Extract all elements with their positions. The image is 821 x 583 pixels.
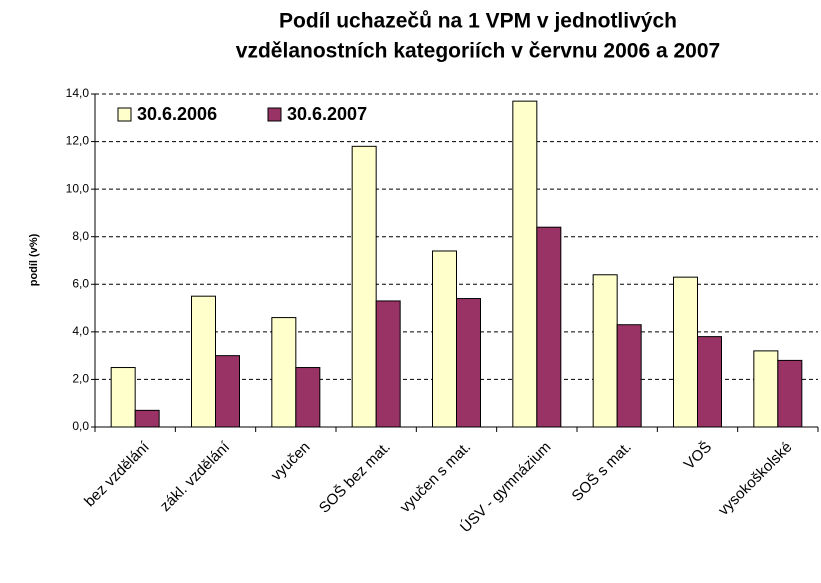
y-tick-label: 0,0 [72, 419, 89, 433]
bar [616, 324, 642, 428]
bar [271, 317, 297, 428]
bar [673, 276, 698, 428]
x-tick-label: SOŠ bez mat. [316, 439, 394, 517]
legend-label: 30.6.2006 [137, 104, 217, 124]
y-tick-label: 4,0 [72, 324, 89, 338]
chart-title: vzdělanostních kategoriích v červnu 2006… [236, 40, 720, 63]
bar [592, 274, 618, 428]
bar [134, 409, 160, 428]
bar [351, 145, 377, 428]
x-tick-label: zákl. vzdělání [157, 438, 234, 515]
bar [456, 298, 481, 428]
bar [697, 336, 722, 428]
bar [295, 367, 321, 428]
bar [753, 350, 779, 428]
bar [110, 367, 136, 428]
x-tick-label: bez vzdělání [81, 438, 153, 510]
legend-label: 30.6.2007 [287, 104, 367, 124]
y-tick-label: 14,0 [66, 86, 90, 100]
y-tick-label: 12,0 [66, 134, 90, 148]
chart-title: Podíl uchazečů na 1 VPM v jednotlivých [279, 10, 677, 33]
bar [191, 295, 216, 428]
x-tick-label: VOŠ [681, 439, 715, 473]
x-tick-label: vyučen s mat. [397, 439, 474, 516]
y-tick-label: 6,0 [72, 276, 89, 290]
legend-swatch [267, 107, 282, 122]
y-tick-label: 10,0 [66, 181, 90, 195]
legend-swatch [117, 107, 132, 122]
y-tick-label: 2,0 [72, 372, 89, 386]
y-tick-label: 8,0 [72, 229, 89, 243]
y-axis-label: podíl (v%) [28, 233, 40, 286]
bar [215, 355, 240, 428]
bar [536, 226, 562, 428]
x-tick-label: vysokoškolské [715, 439, 795, 519]
bar [375, 300, 401, 428]
x-tick-label: SOŠ s mat. [569, 439, 635, 505]
x-tick-label: vyučen [268, 439, 314, 485]
bar [512, 100, 538, 428]
bar [777, 359, 803, 428]
bar [432, 250, 457, 428]
x-tick-label: ÚSV - gymnázium [457, 439, 554, 536]
